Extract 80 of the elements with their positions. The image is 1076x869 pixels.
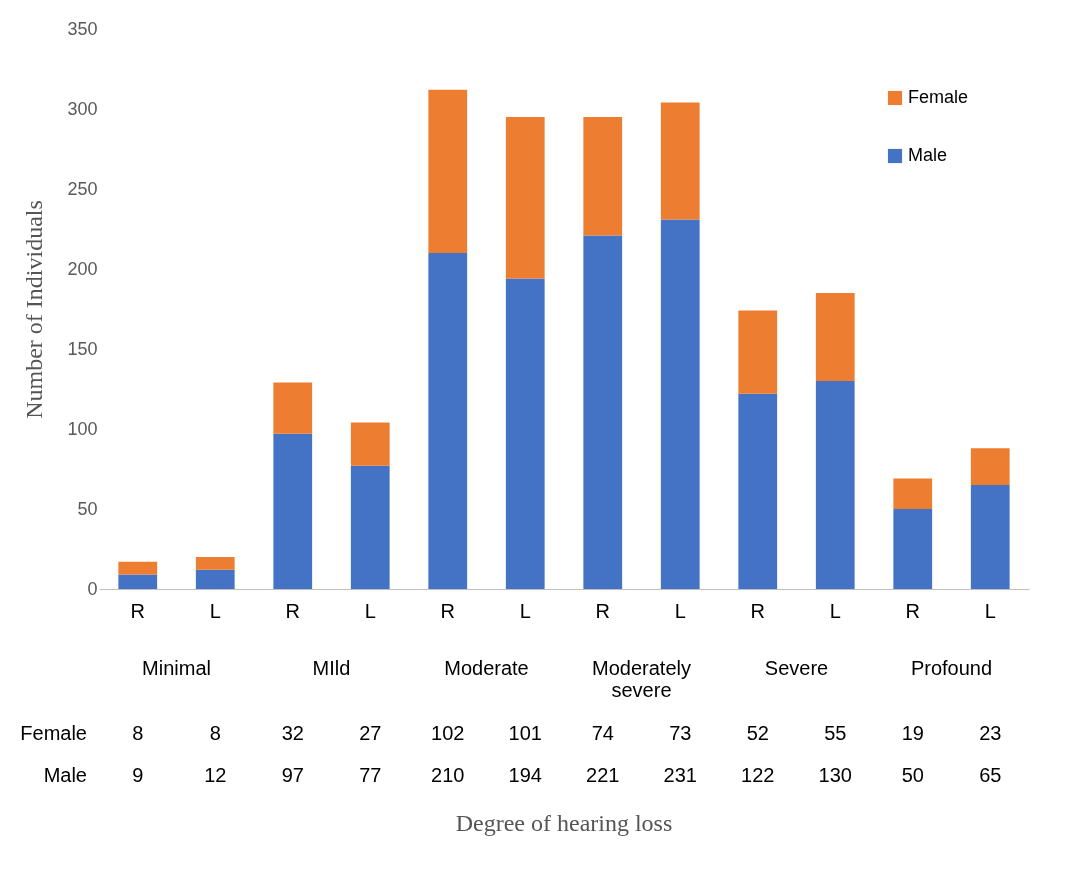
text: Male <box>43 764 87 786</box>
text: Profound <box>910 657 993 679</box>
bar <box>273 382 313 434</box>
bar <box>428 253 468 589</box>
data-label: 221 <box>586 764 620 786</box>
x-tick-label: L <box>674 599 686 622</box>
data-label: 74 <box>591 722 614 744</box>
y-tick-label: 300 <box>67 98 98 119</box>
text: Moderately severe <box>592 657 691 701</box>
bar <box>583 235 623 589</box>
text: Minimal <box>142 657 211 679</box>
text: Female <box>20 722 87 744</box>
y-tick-label: 250 <box>67 178 98 199</box>
bar <box>195 569 235 589</box>
x-tick-label: L <box>209 599 221 622</box>
bar <box>350 465 390 589</box>
data-label: 77 <box>359 764 382 786</box>
data-label: 19 <box>901 722 924 744</box>
data-label: 122 <box>741 764 775 786</box>
y-tick-label: 350 <box>67 18 98 39</box>
data-label: 8 <box>132 722 144 744</box>
legend-label: Male <box>908 145 948 165</box>
bar <box>815 293 855 381</box>
data-label: 73 <box>669 722 692 744</box>
text: MIld <box>312 657 351 679</box>
data-label: 194 <box>508 764 542 786</box>
legend-label: Female <box>908 87 969 107</box>
data-label: 101 <box>508 722 542 744</box>
bar <box>893 509 933 589</box>
data-label: 52 <box>746 722 769 744</box>
x-tick-label: R <box>130 599 145 622</box>
bar <box>583 117 623 236</box>
data-label: 65 <box>979 764 1002 786</box>
bar <box>970 485 1010 589</box>
data-label: 102 <box>431 722 465 744</box>
data-label: 130 <box>818 764 852 786</box>
bar <box>505 117 545 279</box>
data-label: 12 <box>204 764 227 786</box>
data-label: 97 <box>281 764 304 786</box>
bar <box>815 381 855 589</box>
data-label: 50 <box>901 764 924 786</box>
bar <box>195 557 235 570</box>
bar <box>350 422 390 466</box>
bar <box>428 89 468 253</box>
bar <box>273 433 313 589</box>
data-label: 231 <box>663 764 697 786</box>
data-label: 32 <box>281 722 304 744</box>
x-tick-label: R <box>750 599 765 622</box>
bar <box>118 561 158 575</box>
data-label: 55 <box>824 722 847 744</box>
text: Severe <box>764 657 829 679</box>
data-label: 23 <box>979 722 1002 744</box>
bar <box>738 310 778 394</box>
bar <box>118 574 158 589</box>
y-tick-label: 0 <box>87 578 98 599</box>
x-tick-label: L <box>519 599 531 622</box>
y-tick-label: 100 <box>67 418 98 439</box>
y-tick-label: 150 <box>67 338 98 359</box>
data-label: 27 <box>359 722 382 744</box>
x-tick-label: R <box>595 599 610 622</box>
text: Moderate <box>444 657 529 679</box>
x-tick-label: R <box>440 599 455 622</box>
bar <box>505 278 545 589</box>
data-label: 9 <box>132 764 144 786</box>
bar <box>738 393 778 589</box>
y-tick-label: 200 <box>67 258 98 279</box>
x-tick-label: L <box>984 599 996 622</box>
bar <box>660 219 700 589</box>
x-tick-label: R <box>285 599 300 622</box>
data-label: 210 <box>431 764 465 786</box>
x-tick-label: R <box>905 599 920 622</box>
data-label: 8 <box>209 722 221 744</box>
x-tick-label: L <box>364 599 376 622</box>
bar <box>970 448 1010 485</box>
bar <box>893 478 933 509</box>
x-tick-label: L <box>829 599 841 622</box>
y-tick-label: 50 <box>77 498 98 519</box>
text: Degree of hearing loss <box>455 810 673 836</box>
y-axis-title: Number of Individuals <box>21 200 48 419</box>
bar <box>660 102 700 220</box>
